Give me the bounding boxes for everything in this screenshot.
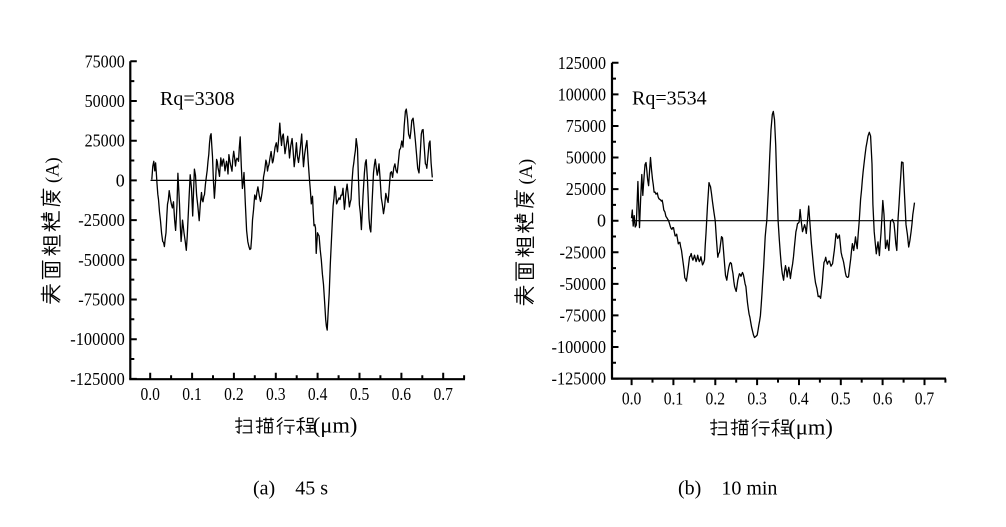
svg-text:-100000: -100000 (70, 329, 125, 349)
svg-text:-100000: -100000 (552, 337, 607, 357)
svg-text:-25000: -25000 (78, 210, 125, 230)
svg-text:0.2: 0.2 (706, 389, 726, 409)
svg-text:0.4: 0.4 (308, 384, 328, 404)
svg-text:Rq=3308: Rq=3308 (160, 88, 235, 110)
svg-text:-50000: -50000 (78, 250, 125, 270)
svg-text:0.4: 0.4 (789, 389, 809, 409)
svg-text:0.3: 0.3 (266, 384, 286, 404)
svg-text:75000: 75000 (566, 116, 606, 136)
svg-text:-75000: -75000 (78, 290, 125, 310)
svg-text:(A): (A) (517, 159, 537, 185)
svg-text:(A): (A) (44, 157, 64, 183)
svg-text:-75000: -75000 (560, 305, 607, 325)
svg-text:(b) 10 min: (b) 10 min (678, 478, 777, 500)
svg-text:25000: 25000 (566, 179, 606, 199)
svg-text:0.7: 0.7 (915, 389, 935, 409)
svg-text:0.1: 0.1 (664, 389, 684, 409)
svg-text:100000: 100000 (558, 84, 606, 104)
svg-text:-50000: -50000 (560, 274, 607, 294)
svg-text:0: 0 (597, 211, 606, 231)
svg-text:0.5: 0.5 (831, 389, 851, 409)
svg-text:0.0: 0.0 (140, 384, 160, 404)
svg-text:0.1: 0.1 (182, 384, 202, 404)
svg-text:(μm): (μm) (788, 414, 833, 439)
svg-text:-25000: -25000 (560, 242, 607, 262)
svg-text:-125000: -125000 (552, 369, 607, 389)
svg-text:0.7: 0.7 (433, 384, 453, 404)
svg-text:50000: 50000 (85, 91, 125, 111)
svg-text:0.5: 0.5 (350, 384, 370, 404)
svg-text:0.6: 0.6 (392, 384, 412, 404)
svg-text:Rq=3534: Rq=3534 (632, 88, 707, 110)
svg-text:0: 0 (116, 170, 125, 190)
svg-text:(μm): (μm) (313, 413, 358, 438)
svg-text:0.0: 0.0 (622, 389, 642, 409)
svg-text:0.6: 0.6 (873, 389, 893, 409)
svg-text:0.3: 0.3 (747, 389, 767, 409)
svg-text:125000: 125000 (558, 53, 606, 73)
svg-text:25000: 25000 (85, 131, 125, 151)
svg-text:50000: 50000 (566, 148, 606, 168)
svg-text:75000: 75000 (85, 51, 125, 71)
svg-text:-125000: -125000 (70, 369, 125, 389)
svg-text:0.2: 0.2 (224, 384, 244, 404)
svg-text:(a) 45 s: (a) 45 s (253, 477, 328, 499)
